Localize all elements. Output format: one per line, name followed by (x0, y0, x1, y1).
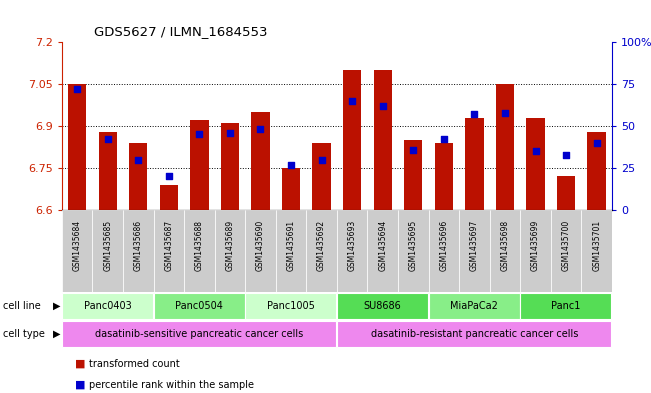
Bar (435, 143, 453, 210)
Text: GSM1435688: GSM1435688 (195, 220, 204, 271)
Text: GSM1435686: GSM1435686 (133, 220, 143, 271)
Bar (337, 210, 367, 292)
Text: GSM1435690: GSM1435690 (256, 220, 265, 271)
Text: cell line: cell line (3, 301, 41, 311)
Bar (428, 294, 519, 319)
Bar (159, 185, 178, 210)
Point (439, 136, 449, 143)
Text: GSM1435684: GSM1435684 (73, 220, 81, 271)
Bar (367, 210, 398, 292)
Bar (581, 210, 612, 292)
Bar (154, 294, 245, 319)
Text: Panc1005: Panc1005 (267, 301, 315, 311)
Bar (337, 321, 611, 347)
Bar (221, 123, 239, 210)
Point (500, 109, 510, 116)
Bar (459, 210, 490, 292)
Bar (520, 210, 551, 292)
Text: ▶: ▶ (53, 329, 61, 339)
Point (469, 111, 480, 118)
Bar (245, 210, 276, 292)
Text: GSM1435697: GSM1435697 (470, 220, 479, 271)
Text: SU8686: SU8686 (364, 301, 402, 311)
Bar (62, 294, 153, 319)
Bar (154, 210, 184, 292)
Text: dasatinib-resistant pancreatic cancer cells: dasatinib-resistant pancreatic cancer ce… (370, 329, 578, 339)
Text: GSM1435689: GSM1435689 (225, 220, 234, 271)
Bar (251, 112, 270, 210)
Point (347, 97, 357, 104)
Bar (68, 84, 87, 210)
Text: ■: ■ (75, 380, 85, 390)
Text: GSM1435691: GSM1435691 (286, 220, 296, 271)
Text: GSM1435692: GSM1435692 (317, 220, 326, 271)
Text: GSM1435699: GSM1435699 (531, 220, 540, 271)
Bar (123, 210, 154, 292)
Bar (527, 118, 545, 210)
Bar (337, 294, 428, 319)
Point (225, 130, 235, 136)
Text: GSM1435693: GSM1435693 (348, 220, 357, 271)
Point (592, 140, 602, 146)
Bar (490, 210, 520, 292)
Bar (92, 210, 123, 292)
Text: GSM1435687: GSM1435687 (164, 220, 173, 271)
Point (72, 86, 82, 92)
Point (561, 151, 572, 158)
Text: Panc1: Panc1 (551, 301, 581, 311)
Text: Panc0504: Panc0504 (175, 301, 223, 311)
Bar (184, 210, 215, 292)
Bar (190, 120, 208, 210)
Text: GSM1435700: GSM1435700 (562, 220, 570, 271)
Point (163, 173, 174, 180)
Bar (282, 168, 300, 210)
Point (286, 162, 296, 168)
Bar (312, 143, 331, 210)
Text: Panc0403: Panc0403 (84, 301, 132, 311)
Point (133, 156, 143, 163)
Point (531, 148, 541, 154)
Bar (62, 210, 92, 292)
Bar (215, 210, 245, 292)
Text: ■: ■ (75, 358, 85, 369)
Bar (428, 210, 459, 292)
Point (255, 126, 266, 132)
Bar (343, 70, 361, 210)
Text: GSM1435696: GSM1435696 (439, 220, 449, 271)
Text: GDS5627 / ILMN_1684553: GDS5627 / ILMN_1684553 (94, 25, 268, 38)
Bar (307, 210, 337, 292)
Bar (587, 132, 606, 210)
Bar (496, 84, 514, 210)
Text: GSM1435698: GSM1435698 (501, 220, 510, 271)
Text: GSM1435685: GSM1435685 (104, 220, 112, 271)
Point (316, 156, 327, 163)
Bar (98, 132, 117, 210)
Bar (129, 143, 147, 210)
Bar (404, 140, 422, 210)
Point (378, 103, 388, 109)
Text: GSM1435701: GSM1435701 (592, 220, 601, 271)
Text: transformed count: transformed count (89, 358, 180, 369)
Bar (520, 294, 611, 319)
Bar (245, 294, 337, 319)
Point (102, 136, 113, 143)
Bar (276, 210, 307, 292)
Point (194, 131, 204, 138)
Bar (551, 210, 581, 292)
Text: ▶: ▶ (53, 301, 61, 311)
Point (408, 146, 419, 152)
Bar (557, 176, 575, 210)
Bar (465, 118, 484, 210)
Bar (374, 70, 392, 210)
Text: MiaPaCa2: MiaPaCa2 (450, 301, 499, 311)
Bar (62, 321, 337, 347)
Text: GSM1435694: GSM1435694 (378, 220, 387, 271)
Text: dasatinib-sensitive pancreatic cancer cells: dasatinib-sensitive pancreatic cancer ce… (95, 329, 303, 339)
Text: cell type: cell type (3, 329, 45, 339)
Bar (398, 210, 428, 292)
Text: percentile rank within the sample: percentile rank within the sample (89, 380, 254, 390)
Text: GSM1435695: GSM1435695 (409, 220, 418, 271)
